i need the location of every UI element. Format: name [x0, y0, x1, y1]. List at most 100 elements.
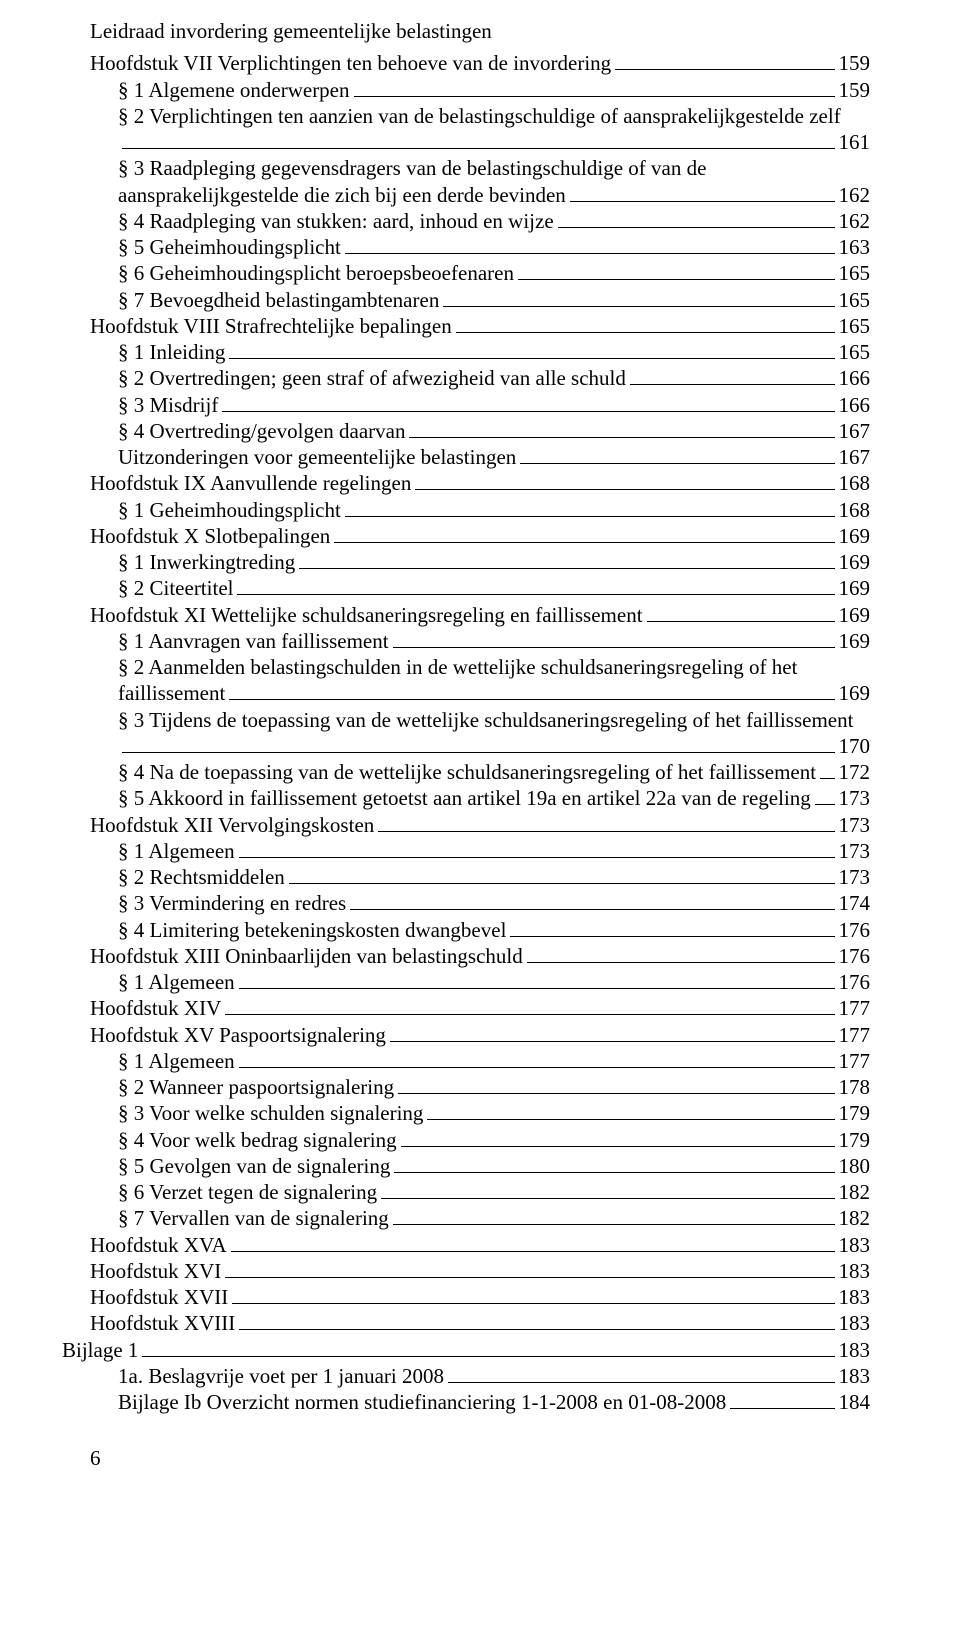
toc-leader-line — [393, 1224, 835, 1225]
toc-entry-label: 1a. Beslagvrije voet per 1 januari 2008 — [118, 1363, 444, 1389]
toc-page-number: 167 — [839, 444, 871, 470]
toc-row: Hoofdstuk VIII Strafrechtelijke bepaling… — [90, 313, 870, 339]
toc-leader-line — [615, 69, 834, 70]
toc-page-number: 165 — [839, 313, 871, 339]
toc-page-number: 159 — [839, 77, 871, 103]
toc-row: Hoofdstuk XII Vervolgingskosten173 — [90, 812, 870, 838]
toc-entry-label: § 5 Geheimhoudingsplicht — [118, 234, 341, 260]
toc-page-number: 166 — [839, 392, 871, 418]
toc-entry-label: Hoofdstuk VIII Strafrechtelijke bepaling… — [90, 313, 452, 339]
toc-page-number: 179 — [839, 1100, 871, 1126]
toc-entry-label: Bijlage Ib Overzicht normen studiefinanc… — [118, 1389, 726, 1415]
toc-page-number: 167 — [839, 418, 871, 444]
toc-page-number: 173 — [839, 785, 871, 811]
toc-row: faillissement169 — [90, 680, 870, 706]
toc-leader-line — [354, 96, 835, 97]
toc-entry-label: § 5 Akkoord in faillissement getoetst aa… — [118, 785, 811, 811]
toc-page-number: 162 — [839, 182, 871, 208]
toc-entry-label: § 1 Inleiding — [118, 339, 225, 365]
toc-leader-line — [381, 1198, 834, 1199]
toc-leader-line — [350, 909, 834, 910]
toc-leader-line — [225, 1277, 834, 1278]
toc-row: Hoofdstuk XVI183 — [90, 1258, 870, 1284]
toc-entry-label: § 6 Geheimhoudingsplicht beroepsbeoefena… — [118, 260, 514, 286]
toc-entry-label: § 1 Inwerkingtreding — [118, 549, 295, 575]
toc-leader-line — [456, 332, 835, 333]
toc-entry-label: § 4 Na de toepassing van de wettelijke s… — [118, 759, 816, 785]
toc-entry-label: § 2 Wanneer paspoortsignalering — [118, 1074, 394, 1100]
toc-entry-label: Hoofdstuk X Slotbepalingen — [90, 523, 330, 549]
toc-page-number: 169 — [839, 602, 871, 628]
toc-leader-line — [518, 279, 835, 280]
toc-row: § 2 Rechtsmiddelen173 — [90, 864, 870, 890]
document-page: Leidraad invordering gemeentelijke belas… — [0, 0, 960, 1512]
toc-row: § 5 Geheimhoudingsplicht163 — [90, 234, 870, 260]
toc-page-number: 183 — [839, 1363, 871, 1389]
toc-leader-line — [237, 594, 834, 595]
toc-leader-line — [229, 699, 834, 700]
toc-leader-line — [232, 1303, 834, 1304]
toc-row: 170 — [90, 733, 870, 759]
toc-leader-line — [647, 621, 835, 622]
toc-entry-label: Hoofdstuk IX Aanvullende regelingen — [90, 470, 411, 496]
toc-leader-line — [239, 1329, 834, 1330]
toc-page-number: 183 — [839, 1232, 871, 1258]
toc-row: § 1 Algemeen177 — [90, 1048, 870, 1074]
toc-leader-line — [122, 752, 835, 753]
toc-leader-line — [398, 1093, 834, 1094]
toc-leader-line — [142, 1356, 834, 1357]
toc-entry-label: Hoofdstuk XII Vervolgingskosten — [90, 812, 374, 838]
toc-entry-label: § 3 Raadpleging gegevensdragers van de b… — [118, 155, 706, 181]
toc-leader-line — [229, 358, 834, 359]
toc-row: Hoofdstuk XI Wettelijke schuldsaneringsr… — [90, 602, 870, 628]
toc-row: § 7 Vervallen van de signalering182 — [90, 1205, 870, 1231]
toc-page-number: 168 — [839, 497, 871, 523]
toc-leader-line — [415, 489, 834, 490]
toc-row: § 3 Misdrijf166 — [90, 392, 870, 418]
toc-leader-line — [820, 778, 834, 779]
toc-row: § 7 Bevoegdheid belastingambtenaren165 — [90, 287, 870, 313]
toc-page-number: 169 — [839, 549, 871, 575]
toc-leader-line — [122, 148, 835, 149]
toc-entry-label: § 3 Vermindering en redres — [118, 890, 346, 916]
toc-row: § 1 Geheimhoudingsplicht 168 — [90, 497, 870, 523]
toc-row: § 6 Geheimhoudingsplicht beroepsbeoefena… — [90, 260, 870, 286]
toc-entry-label: § 1 Geheimhoudingsplicht — [118, 497, 341, 523]
toc-entry-label: § 1 Algemene onderwerpen — [118, 77, 350, 103]
toc-page-number: 182 — [839, 1179, 871, 1205]
toc-entry-label: Bijlage 1 — [62, 1337, 138, 1363]
toc-page-number: 177 — [839, 1048, 871, 1074]
toc-entry-label: Hoofdstuk XIII Oninbaarlijden van belast… — [90, 943, 523, 969]
toc-row: § 2 Wanneer paspoortsignalering178 — [90, 1074, 870, 1100]
toc-leader-line — [443, 306, 834, 307]
toc-page-number: 169 — [839, 523, 871, 549]
toc-entry-label: Hoofdstuk XV Paspoortsignalering — [90, 1022, 386, 1048]
toc-row: § 3 Raadpleging gegevensdragers van de b… — [90, 155, 870, 181]
page-number: 6 — [90, 1445, 870, 1471]
toc-leader-line — [289, 883, 835, 884]
toc-page-number: 176 — [839, 969, 871, 995]
toc-leader-line — [345, 253, 835, 254]
toc-page-number: 183 — [839, 1284, 871, 1310]
toc-leader-line — [394, 1172, 834, 1173]
toc-entry-label: Hoofdstuk XI Wettelijke schuldsaneringsr… — [90, 602, 643, 628]
toc-page-number: 165 — [839, 260, 871, 286]
toc-entry-label: § 4 Overtreding/gevolgen daarvan — [118, 418, 405, 444]
toc-row: Hoofdstuk VII Verplichtingen ten behoeve… — [90, 50, 870, 76]
toc-row: § 2 Aanmelden belastingschulden in de we… — [90, 654, 870, 680]
toc-page-number: 165 — [839, 339, 871, 365]
toc-page-number: 165 — [839, 287, 871, 313]
toc-entry-label: § 5 Gevolgen van de signalering — [118, 1153, 390, 1179]
toc-leader-line — [222, 411, 834, 412]
toc-page-number: 182 — [839, 1205, 871, 1231]
toc-leader-line — [378, 831, 834, 832]
toc-leader-line — [345, 516, 835, 517]
toc-row: § 4 Overtreding/gevolgen daarvan 167 — [90, 418, 870, 444]
toc-row: Hoofdstuk XVIII183 — [90, 1310, 870, 1336]
toc-row: Hoofdstuk XV Paspoortsignalering177 — [90, 1022, 870, 1048]
toc-leader-line — [239, 857, 835, 858]
toc-entry-label: Hoofdstuk XVI — [90, 1258, 221, 1284]
toc-page-number: 169 — [839, 680, 871, 706]
toc-leader-line — [815, 804, 835, 805]
toc-row: § 1 Algemeen176 — [90, 969, 870, 995]
